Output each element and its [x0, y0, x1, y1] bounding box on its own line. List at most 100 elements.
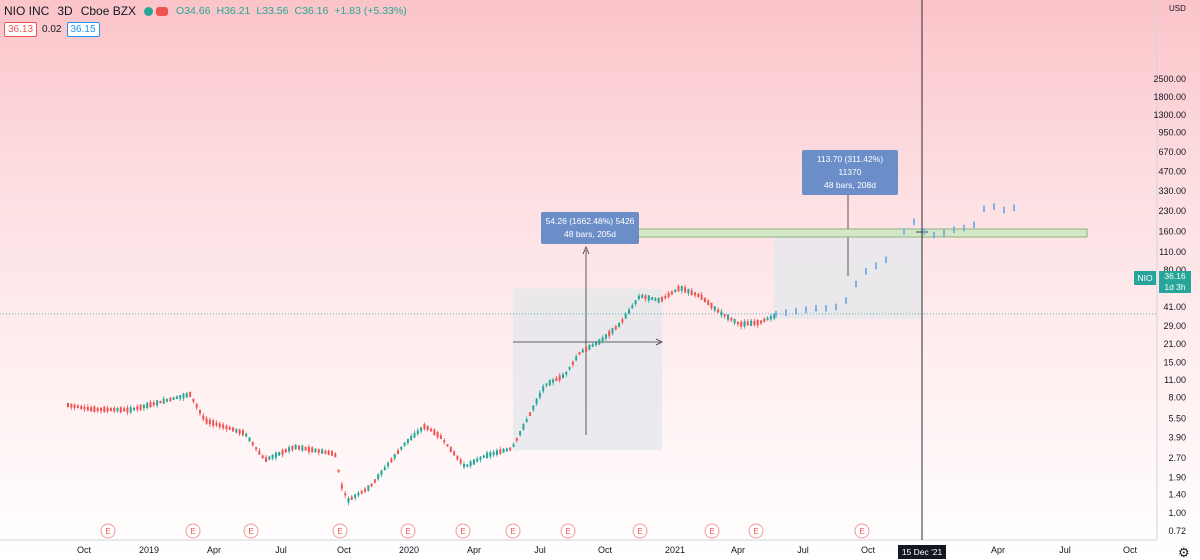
- candle-body[interactable]: [499, 449, 502, 455]
- candle-body[interactable]: [472, 459, 475, 465]
- candle-body[interactable]: [479, 456, 482, 460]
- candle-body[interactable]: [456, 455, 459, 460]
- candle-body[interactable]: [324, 450, 327, 454]
- candle-body[interactable]: [618, 322, 621, 328]
- candle-body[interactable]: [469, 461, 472, 467]
- candle-body[interactable]: [482, 455, 485, 458]
- candle-body[interactable]: [373, 479, 376, 483]
- candle-body[interactable]: [657, 297, 660, 303]
- candle-body[interactable]: [489, 452, 492, 457]
- candle-body[interactable]: [548, 380, 551, 386]
- candle-body[interactable]: [581, 349, 584, 353]
- candle-body[interactable]: [136, 406, 139, 410]
- candle-body[interactable]: [192, 398, 195, 402]
- candle-body[interactable]: [357, 492, 360, 496]
- candle-body[interactable]: [466, 464, 469, 467]
- candle-body[interactable]: [420, 427, 423, 432]
- candle-body[interactable]: [492, 451, 495, 456]
- candle-body[interactable]: [314, 448, 317, 453]
- candle-body[interactable]: [717, 309, 720, 313]
- candle-body[interactable]: [542, 386, 545, 392]
- candle-body[interactable]: [265, 457, 267, 462]
- candle-body[interactable]: [449, 446, 452, 453]
- candle-body[interactable]: [103, 406, 106, 413]
- candle-body[interactable]: [555, 377, 558, 381]
- candle-body[interactable]: [383, 467, 386, 471]
- candle-body[interactable]: [426, 425, 429, 430]
- candle-body[interactable]: [169, 397, 172, 402]
- candle-body[interactable]: [73, 404, 76, 409]
- candle-body[interactable]: [119, 407, 122, 413]
- candle-body[interactable]: [274, 452, 277, 458]
- candle-body[interactable]: [86, 406, 89, 411]
- candle-body[interactable]: [387, 462, 390, 467]
- candle-body[interactable]: [674, 289, 677, 293]
- candle-body[interactable]: [519, 431, 522, 436]
- candle-body[interactable]: [116, 408, 119, 412]
- candle-body[interactable]: [502, 448, 505, 453]
- candle-body[interactable]: [93, 406, 96, 413]
- candle-body[interactable]: [736, 321, 739, 325]
- candle-body[interactable]: [307, 446, 310, 452]
- candle-body[interactable]: [621, 319, 624, 323]
- candle-body[interactable]: [406, 438, 409, 443]
- candle-body[interactable]: [251, 442, 254, 446]
- candle-body[interactable]: [337, 469, 340, 473]
- candle-body[interactable]: [212, 420, 215, 426]
- candle-body[interactable]: [149, 402, 152, 408]
- earnings-marker-icon[interactable]: [704, 523, 720, 539]
- candle-body[interactable]: [733, 319, 736, 324]
- candle-body[interactable]: [215, 422, 218, 426]
- candle-body[interactable]: [568, 367, 571, 370]
- candle-body[interactable]: [624, 313, 627, 319]
- settings-gear-icon[interactable]: ⚙: [1178, 545, 1190, 560]
- candle-body[interactable]: [578, 352, 581, 355]
- candle-body[interactable]: [354, 494, 357, 498]
- candle-body[interactable]: [562, 374, 564, 379]
- candle-body[interactable]: [390, 458, 393, 463]
- candle-body[interactable]: [166, 399, 168, 402]
- candle-body[interactable]: [575, 356, 578, 361]
- candle-body[interactable]: [370, 483, 373, 487]
- candle-body[interactable]: [146, 402, 149, 409]
- candle-body[interactable]: [67, 402, 69, 408]
- candle-body[interactable]: [340, 484, 343, 489]
- candle-body[interactable]: [743, 321, 746, 327]
- candle-body[interactable]: [416, 430, 419, 435]
- earnings-marker-icon[interactable]: [854, 523, 870, 539]
- candle-body[interactable]: [360, 490, 363, 494]
- candle-body[interactable]: [156, 400, 159, 406]
- candle-body[interactable]: [720, 311, 723, 316]
- candle-body[interactable]: [255, 446, 258, 450]
- candle-body[interactable]: [628, 309, 630, 314]
- candle-body[interactable]: [106, 407, 109, 412]
- candle-body[interactable]: [321, 449, 324, 454]
- candle-body[interactable]: [232, 427, 234, 432]
- candle-body[interactable]: [228, 427, 231, 430]
- candle-body[interactable]: [565, 371, 568, 375]
- earnings-marker-icon[interactable]: [100, 523, 116, 539]
- candle-body[interactable]: [393, 454, 396, 459]
- candle-body[interactable]: [133, 407, 135, 411]
- candle-body[interactable]: [637, 295, 640, 300]
- earnings-marker-icon[interactable]: [748, 523, 764, 539]
- candle-body[interactable]: [760, 320, 762, 324]
- candle-body[interactable]: [585, 346, 588, 352]
- candle-body[interactable]: [538, 392, 541, 398]
- candle-body[interactable]: [403, 442, 406, 446]
- candle-body[interactable]: [199, 409, 201, 414]
- candle-body[interactable]: [545, 383, 548, 386]
- buy-button[interactable]: 36.15: [66, 22, 100, 37]
- candle-body[interactable]: [651, 297, 654, 301]
- candle-body[interactable]: [397, 450, 399, 455]
- candle-body[interactable]: [142, 404, 145, 409]
- candle-body[interactable]: [202, 415, 205, 420]
- candle-body[interactable]: [571, 361, 574, 365]
- candle-body[interactable]: [694, 292, 696, 296]
- candle-body[interactable]: [647, 295, 650, 301]
- candle-body[interactable]: [139, 404, 142, 410]
- candle-body[interactable]: [367, 485, 370, 491]
- candle-body[interactable]: [697, 293, 700, 297]
- interval-label[interactable]: 3D: [57, 4, 73, 18]
- candle-body[interactable]: [525, 419, 528, 422]
